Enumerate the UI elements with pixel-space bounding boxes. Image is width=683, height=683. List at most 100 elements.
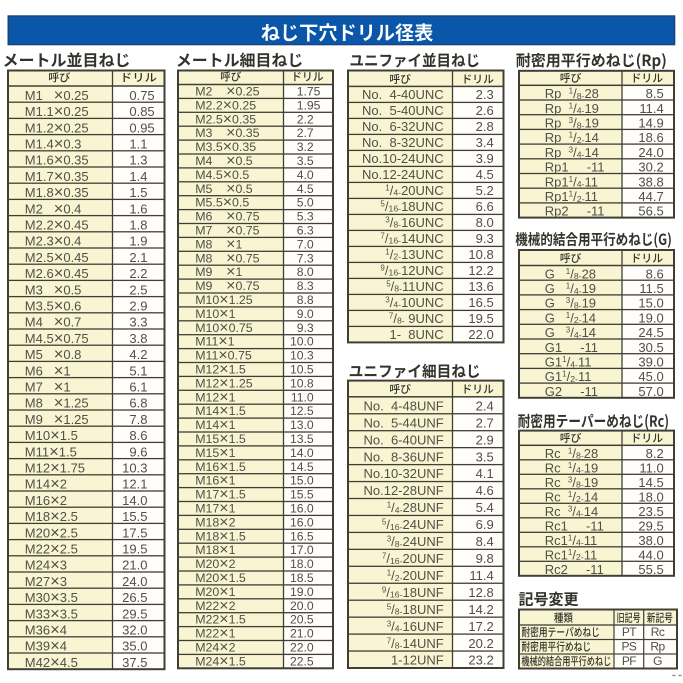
- svg-text:.5: .5: [483, 449, 494, 464]
- svg-text:M6 ×1: M6 ×1: [25, 362, 71, 380]
- svg-text:8: 8: [129, 428, 136, 443]
- svg-text:No.12-24UNC: No.12-24UNC: [362, 167, 444, 182]
- svg-text:.8: .8: [483, 585, 494, 600]
- svg-text:.5: .5: [137, 282, 148, 297]
- svg-text:3: 3: [129, 331, 136, 346]
- svg-text:2: 2: [476, 103, 483, 118]
- svg-text:2: 2: [129, 282, 136, 297]
- svg-text:2: 2: [476, 432, 483, 447]
- svg-text:M3 ×0.35: M3 ×0.35: [195, 125, 259, 142]
- svg-text:.5: .5: [304, 529, 314, 543]
- svg-text:.3: .3: [137, 461, 148, 476]
- svg-text:44: 44: [638, 547, 652, 562]
- svg-text:M10×0.75: M10×0.75: [195, 319, 253, 336]
- svg-text:1: 1: [129, 137, 136, 152]
- svg-text:.4: .4: [137, 169, 148, 184]
- svg-text:.9: .9: [653, 116, 664, 131]
- svg-text:M33×3.5: M33×3.5: [25, 605, 78, 623]
- svg-text:16: 16: [290, 515, 304, 529]
- svg-text:G 1/8-28: G 1/8-28: [545, 266, 596, 281]
- svg-text:M22×2: M22×2: [195, 597, 235, 614]
- svg-text:G 1/2-14: G 1/2-14: [545, 310, 596, 325]
- svg-text:.4: .4: [483, 135, 494, 150]
- svg-text:20: 20: [290, 599, 304, 613]
- svg-text:M5 ×0.5: M5 ×0.5: [195, 180, 253, 197]
- svg-text:M18×1: M18×1: [195, 542, 235, 559]
- svg-text:.0: .0: [483, 327, 494, 342]
- svg-text:Rc2 -11: Rc2 -11: [545, 562, 604, 577]
- svg-text:G11/4-11: G11/4-11: [545, 355, 592, 370]
- svg-text:10: 10: [290, 376, 304, 390]
- svg-text:3/8-16UNC: 3/8-16UNC: [385, 215, 443, 230]
- svg-text:10: 10: [468, 247, 482, 262]
- svg-text:.0: .0: [304, 390, 314, 404]
- svg-text:Rp 3/4-14: Rp 3/4-14: [545, 145, 599, 160]
- svg-text:.0: .0: [304, 237, 314, 251]
- svg-text:1: 1: [129, 153, 136, 168]
- svg-text:M10×1.5: M10×1.5: [25, 427, 78, 445]
- svg-text:.0: .0: [653, 310, 664, 325]
- svg-text:.5: .5: [653, 325, 664, 340]
- svg-text:.5: .5: [137, 525, 148, 540]
- svg-text:.5: .5: [137, 509, 148, 524]
- svg-text:M24×2: M24×2: [195, 639, 235, 656]
- svg-text:6: 6: [129, 396, 136, 411]
- svg-text:38: 38: [638, 174, 652, 189]
- svg-text:13: 13: [468, 279, 482, 294]
- svg-text:15: 15: [290, 488, 304, 502]
- svg-text:.0: .0: [653, 384, 664, 399]
- svg-text:No. 4-40UNC: No. 4-40UNC: [362, 87, 444, 102]
- svg-text:24: 24: [638, 325, 652, 340]
- svg-text:.2: .2: [483, 653, 494, 668]
- svg-text:.5: .5: [483, 311, 494, 326]
- svg-text:M10×1: M10×1: [195, 305, 235, 322]
- svg-text:G1 -11: G1 -11: [545, 340, 598, 355]
- svg-text:5/16-24UNF: 5/16-24UNF: [382, 517, 444, 532]
- svg-text:PT: PT: [622, 625, 637, 639]
- svg-text:M27×3: M27×3: [25, 572, 67, 590]
- svg-text:Rp2 -11: Rp2 -11: [545, 204, 605, 219]
- svg-text:M4.5×0.75: M4.5×0.75: [25, 329, 89, 347]
- svg-text:11: 11: [639, 460, 653, 475]
- svg-text:3: 3: [476, 151, 483, 166]
- svg-text:Rc 1/8-28: Rc 1/8-28: [545, 446, 598, 461]
- svg-text:.0: .0: [653, 489, 664, 504]
- svg-text:13: 13: [290, 432, 304, 446]
- svg-text:19: 19: [468, 311, 482, 326]
- svg-text:.8: .8: [304, 376, 314, 390]
- svg-text:.3: .3: [304, 210, 314, 224]
- svg-text:.2: .2: [137, 347, 148, 362]
- svg-text:3: 3: [297, 140, 304, 154]
- svg-text:.3: .3: [137, 315, 148, 330]
- svg-text:1- 8UNC: 1- 8UNC: [390, 327, 444, 342]
- svg-text:M2 ×0.4: M2 ×0.4: [25, 200, 82, 218]
- svg-text:No.10-32UNF: No.10-32UNF: [363, 466, 443, 481]
- svg-text:9: 9: [297, 321, 304, 335]
- svg-text:M42×4.5: M42×4.5: [25, 653, 78, 671]
- svg-text:12: 12: [468, 585, 482, 600]
- svg-text:56: 56: [638, 204, 652, 219]
- svg-text:1: 1: [129, 185, 136, 200]
- svg-text:.6: .6: [653, 266, 664, 281]
- svg-text:M39×4: M39×4: [25, 637, 67, 655]
- svg-text:M22×1: M22×1: [195, 625, 235, 642]
- svg-text:.8: .8: [483, 119, 494, 134]
- svg-text:.5: .5: [304, 613, 314, 627]
- svg-text:.1: .1: [137, 250, 148, 265]
- svg-text:M8 ×1: M8 ×1: [195, 236, 242, 253]
- svg-text:24: 24: [638, 145, 652, 160]
- svg-text:7/8-14UNF: 7/8-14UNF: [387, 636, 444, 651]
- svg-text:.1: .1: [483, 466, 494, 481]
- svg-text:No. 4-48UNF: No. 4-48UNF: [363, 398, 443, 413]
- svg-text:M4.5×0.5: M4.5×0.5: [195, 166, 249, 183]
- svg-text:10: 10: [290, 335, 304, 349]
- svg-text:.5: .5: [304, 571, 314, 585]
- svg-text:Rp 1/2-14: Rp 1/2-14: [545, 130, 599, 145]
- svg-text:.4: .4: [483, 534, 494, 549]
- svg-text:.3: .3: [137, 153, 148, 168]
- svg-text:9/16-18UNF: 9/16-18UNF: [382, 585, 444, 600]
- svg-text:10: 10: [290, 363, 304, 377]
- svg-text:M8 ×1.25: M8 ×1.25: [25, 394, 89, 412]
- svg-text:18: 18: [638, 130, 652, 145]
- svg-text:.0: .0: [304, 307, 314, 321]
